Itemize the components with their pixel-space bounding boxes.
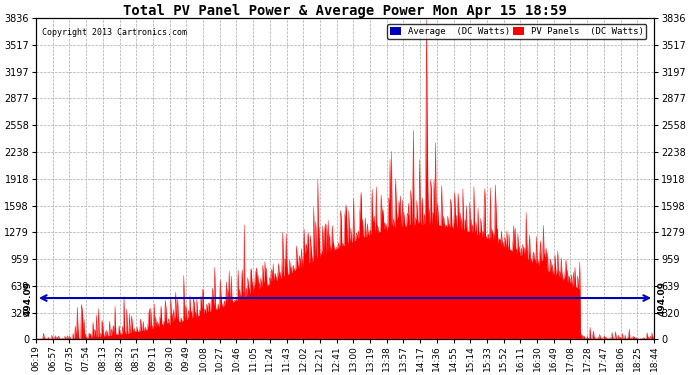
Text: 494.09: 494.09	[24, 280, 33, 315]
Text: 494.09: 494.09	[657, 280, 666, 315]
Legend: Average  (DC Watts), PV Panels  (DC Watts): Average (DC Watts), PV Panels (DC Watts)	[387, 24, 647, 39]
Title: Total PV Panel Power & Average Power Mon Apr 15 18:59: Total PV Panel Power & Average Power Mon…	[123, 4, 567, 18]
Text: Copyright 2013 Cartronics.com: Copyright 2013 Cartronics.com	[42, 28, 187, 37]
